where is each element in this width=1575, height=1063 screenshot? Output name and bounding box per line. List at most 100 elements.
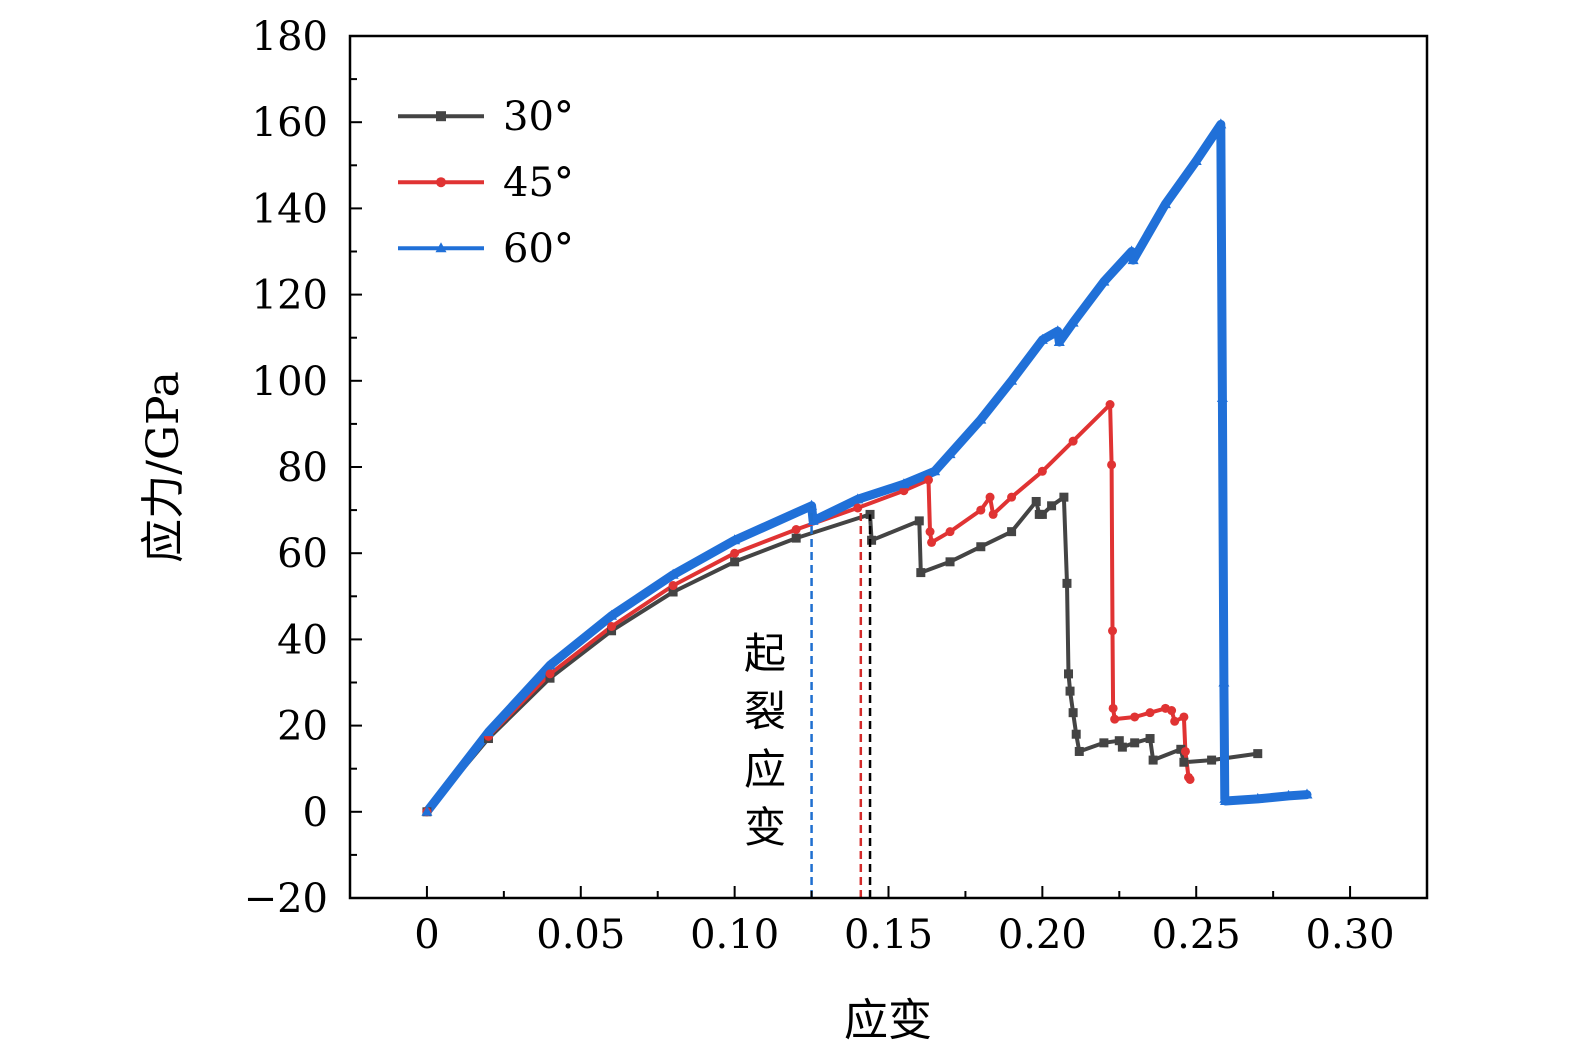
data-point-30 [791, 533, 801, 543]
data-point-30 [730, 557, 740, 567]
data-point-60 [1052, 325, 1064, 336]
data-point-45 [1007, 492, 1017, 502]
data-point-30 [1148, 755, 1158, 765]
data-point-60 [1159, 198, 1171, 209]
data-point-30 [945, 557, 955, 567]
data-point-45 [668, 581, 678, 591]
y-tick-label: 20 [277, 704, 328, 750]
data-point-60 [807, 514, 819, 525]
annotation-char: 裂 [744, 687, 786, 736]
data-point-30 [1207, 755, 1217, 765]
data-point-30 [1145, 734, 1155, 744]
data-point-30 [1130, 738, 1140, 748]
data-point-60 [729, 534, 741, 545]
annotation-char: 起 [744, 629, 786, 678]
data-point-30 [1114, 736, 1124, 746]
data-point-30 [1074, 746, 1084, 756]
y-tick-label: 0 [303, 790, 328, 836]
data-point-60 [1218, 676, 1230, 687]
data-point-45 [1170, 716, 1180, 726]
data-point-45 [853, 503, 863, 513]
data-point-45 [927, 537, 937, 547]
data-point-60 [806, 499, 818, 510]
marker-layer [421, 118, 1313, 817]
data-point-30 [1037, 509, 1047, 519]
data-point-60 [852, 493, 864, 504]
annotation-char: 变 [744, 803, 786, 852]
data-point-30 [1071, 729, 1081, 739]
data-point-30 [867, 535, 877, 545]
data-point-30 [1099, 738, 1109, 748]
data-point-60 [1216, 392, 1228, 403]
data-point-45 [1130, 712, 1140, 722]
x-tick-label: 0.10 [690, 912, 779, 958]
y-tick-label: 100 [252, 359, 328, 405]
data-point-60 [975, 413, 987, 424]
data-point-30 [1065, 686, 1075, 696]
data-point-45 [899, 486, 909, 496]
data-point-60 [1301, 788, 1313, 799]
data-point-60 [1215, 118, 1227, 129]
x-axis-title: 应变 [844, 995, 932, 1046]
y-tick-label: 180 [252, 14, 328, 60]
data-point-60 [1252, 792, 1264, 803]
legend-marker-60 [435, 242, 447, 253]
series-line-30 [424, 495, 1260, 814]
legend-marker-30 [436, 111, 446, 122]
data-point-45 [545, 669, 555, 679]
data-point-45 [1145, 708, 1155, 718]
data-point-45 [1108, 703, 1118, 713]
data-point-45 [730, 548, 740, 558]
data-point-30 [1068, 708, 1078, 718]
y-axis-title: 应力/GPa [138, 371, 189, 563]
data-point-60 [421, 805, 433, 816]
data-point-60 [1053, 336, 1065, 347]
legend-label-60: 60° [503, 226, 574, 272]
data-point-60 [482, 726, 494, 737]
data-point-45 [1167, 706, 1177, 716]
data-point-45 [985, 492, 995, 502]
data-point-30 [1117, 742, 1127, 752]
legend-marker-45 [436, 177, 446, 188]
x-tick-label: 0.25 [1152, 912, 1241, 958]
data-point-45 [1110, 714, 1120, 724]
data-point-60 [1126, 245, 1138, 256]
data-point-60 [929, 465, 941, 476]
x-tick-label: 0 [414, 912, 439, 958]
tick-layer [349, 35, 1428, 899]
data-point-30 [668, 587, 678, 597]
y-tick-label: 120 [252, 273, 328, 319]
y-tick-label: −20 [244, 876, 328, 922]
y-tick-label: 80 [277, 445, 328, 491]
data-point-45 [976, 505, 986, 515]
data-point-45 [1068, 436, 1078, 446]
data-point-60 [667, 568, 679, 579]
data-point-45 [945, 527, 955, 537]
data-point-60 [1190, 154, 1202, 165]
data-point-60 [1098, 275, 1110, 286]
data-point-30 [1007, 527, 1017, 537]
data-point-60 [544, 659, 556, 670]
data-point-60 [606, 609, 618, 620]
data-point-45 [988, 509, 998, 519]
data-point-60 [1219, 795, 1231, 806]
y-tick-label: 160 [252, 100, 328, 146]
data-point-45 [925, 527, 935, 537]
x-tick-label: 0.20 [998, 912, 1087, 958]
x-tick-label: 0.30 [1306, 912, 1395, 958]
data-point-60 [1127, 254, 1139, 265]
legend: 30° 45° 60° [398, 94, 574, 272]
legend-label-45: 45° [503, 160, 574, 206]
legend-label-30: 30° [503, 94, 574, 140]
y-tick-label: 60 [277, 531, 328, 577]
data-point-60 [1006, 374, 1018, 385]
data-point-45 [1180, 746, 1190, 756]
data-point-60 [1283, 789, 1295, 800]
data-point-30 [914, 516, 924, 526]
data-point-30 [916, 568, 926, 578]
data-point-30 [1064, 669, 1074, 679]
crack-initiation-lines [810, 505, 872, 898]
data-point-30 [1031, 496, 1041, 506]
x-tick-label: 0.15 [844, 912, 933, 958]
